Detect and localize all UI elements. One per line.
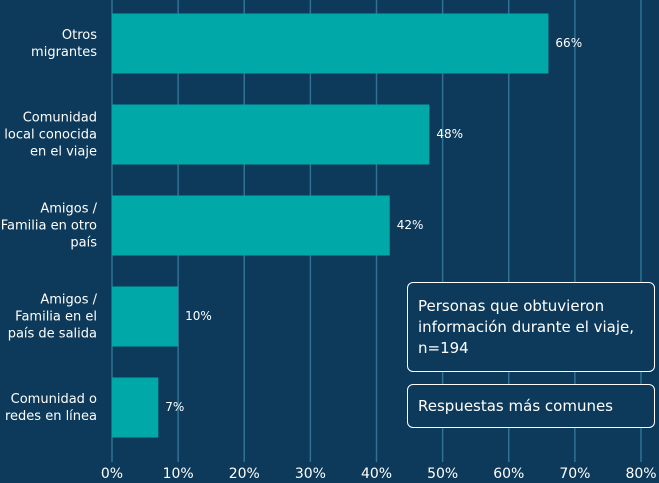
x-tick-label: 20% (229, 466, 260, 482)
bar (112, 377, 159, 438)
value-label: 42% (397, 218, 424, 232)
y-tick-label: Otros migrantes (31, 27, 97, 60)
value-label: 48% (436, 127, 463, 141)
title-box: Personas que obtuvieron información dura… (407, 282, 655, 372)
y-tick-label: Amigos / Familia en el país de salida (7, 292, 97, 341)
x-tick-label: 80% (625, 466, 656, 482)
x-tick-label: 70% (559, 466, 590, 482)
y-tick-label: Comunidad local conocida en el viaje (4, 110, 97, 159)
x-tick-label: 0% (101, 466, 123, 482)
x-tick-label: 10% (163, 466, 194, 482)
value-label: 7% (165, 400, 184, 414)
bar (112, 286, 179, 347)
x-tick-label: 60% (493, 466, 524, 482)
y-tick-label: Comunidad o redes en línea (4, 391, 97, 424)
bar (112, 195, 390, 256)
bar (112, 104, 430, 165)
y-tick-label: Amigos / Familia en otro país (0, 201, 97, 250)
value-label: 66% (555, 36, 582, 50)
x-tick-label: 50% (427, 466, 458, 482)
chart-title: Personas que obtuvieron información dura… (418, 296, 635, 357)
x-tick-label: 30% (295, 466, 326, 482)
bar (112, 13, 549, 74)
value-label: 10% (185, 309, 212, 323)
chart-subtitle: Respuestas más comunes (418, 396, 613, 415)
x-tick-label: 40% (361, 466, 392, 482)
subtitle-box: Respuestas más comunes (407, 384, 655, 428)
